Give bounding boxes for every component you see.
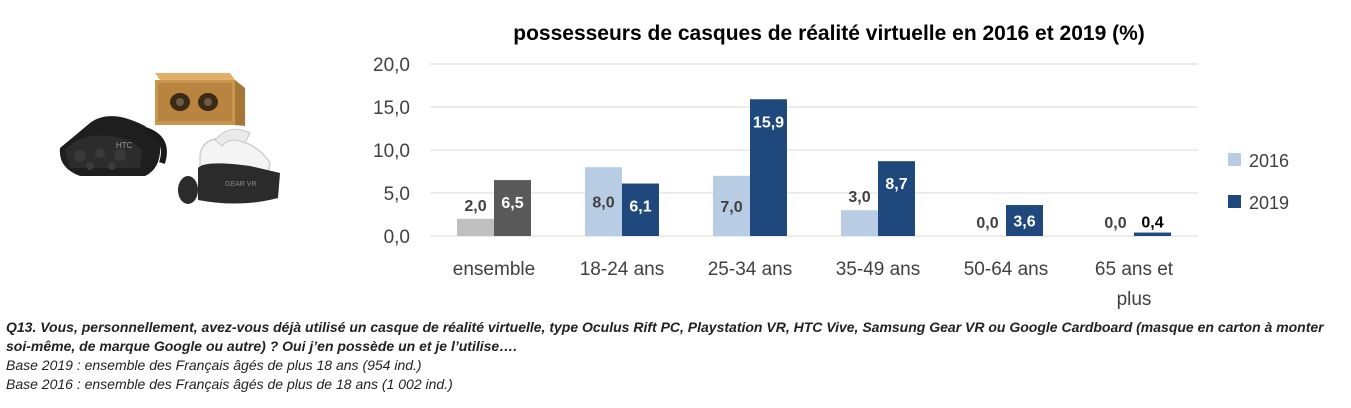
data-label-2016-1: 8,0 — [592, 195, 614, 212]
data-label-2019-2: 15,9 — [753, 114, 784, 131]
bar-2016-0 — [457, 218, 494, 236]
gridlines — [430, 63, 1198, 237]
base-2019-note: Base 2019 : ensemble des Français âgés d… — [6, 357, 422, 373]
htc-vive-headset-icon: HTC — [59, 116, 167, 176]
data-labels: 2,0 6,5 8,0 6,1 7,0 15,9 3,0 8,7 0,0 3,6 0,0 0,4 — [464, 114, 1163, 232]
data-label-2016-0: 2,0 — [464, 198, 486, 215]
cardboard-headset-icon — [155, 73, 245, 126]
svg-text:HTC: HTC — [116, 141, 133, 150]
category-label: plus — [1117, 289, 1152, 310]
data-label-2019-1: 6,1 — [629, 199, 651, 216]
category-label: 25-34 ans — [708, 259, 793, 280]
data-label-2016-2: 7,0 — [720, 199, 742, 216]
category-label: 18-24 ans — [580, 259, 665, 280]
legend-swatch-2019 — [1228, 195, 1241, 208]
bars — [457, 99, 1171, 236]
x-axis-categories: ensemble 18-24 ans 25-34 ans 35-49 ans 50-64… — [453, 259, 1174, 310]
survey-question: Q13. Vous, personnellement, avez-vous dé… — [6, 319, 1324, 354]
data-label-2019-5: 0,4 — [1141, 215, 1163, 232]
data-label-2019-4: 3,6 — [1013, 214, 1035, 231]
data-label-2016-5: 0,0 — [1104, 215, 1126, 232]
y-tick-label: 20,0 — [373, 55, 410, 76]
chart-title: possesseurs de casques de réalité virtue… — [513, 22, 1145, 45]
y-tick-label: 0,0 — [384, 227, 410, 248]
y-tick-label: 5,0 — [384, 184, 410, 205]
bar-2019-2 — [750, 99, 787, 236]
legend: 2016 2019 — [1228, 151, 1289, 213]
bar-2019-0 — [494, 180, 531, 236]
legend-label-2016: 2016 — [1249, 151, 1289, 171]
category-label: 65 ans et — [1095, 259, 1174, 280]
bar-2016-2 — [713, 175, 750, 236]
gear-vr-headset-icon: GEAR VR — [178, 128, 280, 204]
vr-headsets-image: HTC GEAR VR — [59, 73, 280, 204]
footnotes: Q13. Vous, personnellement, avez-vous dé… — [6, 318, 1346, 394]
y-tick-label: 10,0 — [373, 141, 410, 162]
bar-2016-3 — [841, 210, 878, 236]
svg-text:GEAR VR: GEAR VR — [225, 181, 257, 188]
base-2016-note: Base 2016 : ensemble des Français âgés d… — [6, 376, 453, 392]
y-tick-label: 15,0 — [373, 98, 410, 119]
bar-chart: possesseurs de casques de réalité virtue… — [373, 22, 1289, 310]
category-label: ensemble — [453, 259, 535, 280]
category-label: 35-49 ans — [836, 259, 921, 280]
bar-2016-1 — [585, 167, 622, 236]
data-label-2016-3: 3,0 — [848, 189, 870, 206]
data-label-2019-0: 6,5 — [501, 195, 523, 212]
legend-swatch-2016 — [1228, 153, 1241, 166]
legend-label-2019: 2019 — [1249, 193, 1289, 213]
data-label-2016-4: 0,0 — [976, 215, 998, 232]
y-axis-ticks: 0,0 5,0 10,0 15,0 20,0 — [373, 55, 410, 248]
category-label: 50-64 ans — [964, 259, 1049, 280]
bar-2019-5 — [1134, 232, 1171, 236]
bar-2019-4 — [1006, 205, 1043, 236]
bar-2019-3 — [878, 161, 915, 236]
bar-2019-1 — [622, 183, 659, 236]
data-label-2019-3: 8,7 — [885, 176, 907, 193]
